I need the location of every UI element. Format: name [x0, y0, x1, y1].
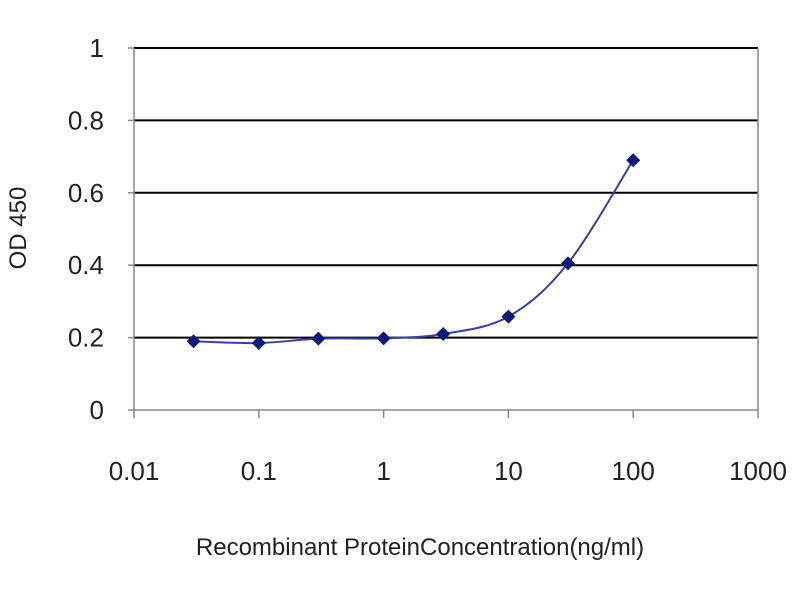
- x-tick-label-5: 1000: [729, 456, 787, 486]
- series-line-0: [193, 159, 635, 345]
- y-tick-label-4: 0.8: [68, 105, 104, 135]
- x-tick-label-4: 100: [612, 456, 655, 486]
- y-tick-label-3: 0.6: [68, 178, 104, 208]
- gridlines: [134, 47, 758, 339]
- x-axis-title: Recombinant ProteinConcentration(ng/ml): [196, 534, 644, 561]
- y-tick-label-2: 0.4: [68, 250, 104, 280]
- y-tick-label-1: 0.2: [68, 323, 104, 353]
- y-tick-label-0: 0: [90, 395, 104, 425]
- x-tick-label-2: 1: [376, 456, 390, 486]
- data-point-6: [560, 256, 575, 271]
- y-axis-title: OD 450: [5, 187, 32, 270]
- series: [186, 153, 641, 351]
- data-point-3: [376, 331, 391, 346]
- data-point-1: [251, 336, 266, 351]
- x-tick-label-0: 0.01: [109, 456, 160, 486]
- tick-labels: 0 0.2 0.4 0.6 0.8 1 0.01 0.1 1 10 100 1000: [68, 33, 787, 486]
- axes: [128, 47, 759, 418]
- data-point-2: [311, 331, 326, 346]
- x-tick-label-3: 10: [494, 456, 523, 486]
- data-point-4: [436, 326, 451, 341]
- x-tick-label-1: 0.1: [241, 456, 277, 486]
- y-tick-label-5: 1: [90, 33, 104, 63]
- data-point-7: [626, 153, 641, 168]
- data-point-5: [501, 309, 516, 324]
- data-point-0: [186, 334, 201, 349]
